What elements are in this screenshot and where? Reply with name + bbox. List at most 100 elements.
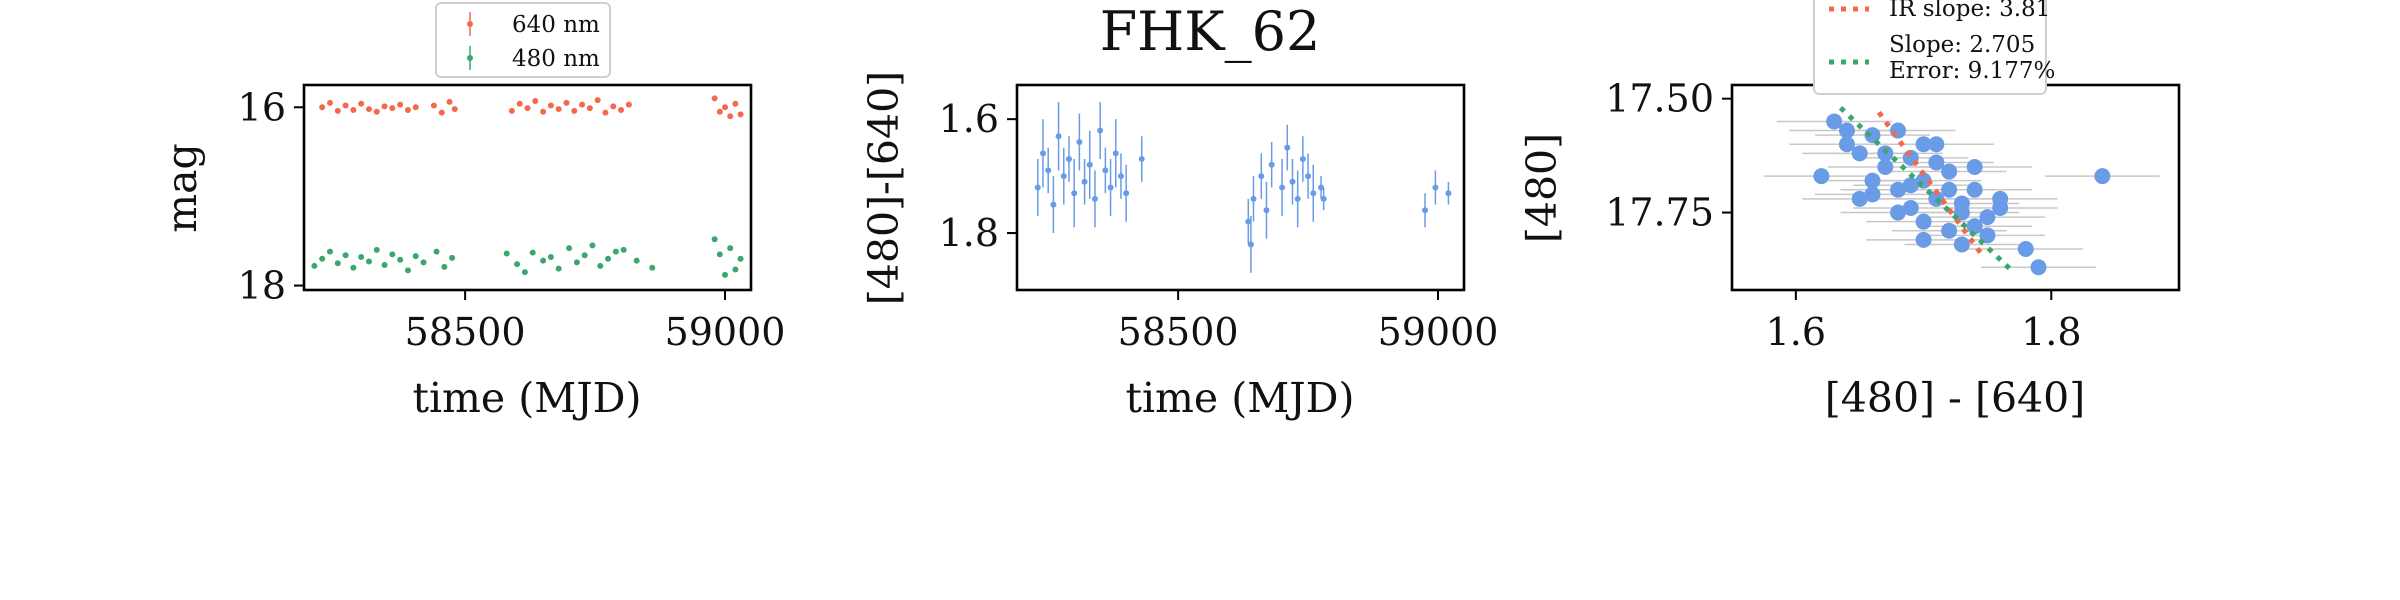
right-ytick-label: 17.75 xyxy=(1605,191,1714,235)
left-point xyxy=(618,106,625,113)
right-point xyxy=(1915,213,1932,230)
right-fit-line xyxy=(1838,105,2015,274)
left-point xyxy=(389,105,396,112)
right-point xyxy=(1941,222,1958,239)
left-point xyxy=(446,98,453,105)
middle-point xyxy=(1086,161,1093,168)
right-point xyxy=(1953,236,1970,253)
left-point xyxy=(358,254,365,261)
middle-point xyxy=(1279,184,1286,191)
legend-480-marker xyxy=(467,55,473,61)
left-point xyxy=(633,257,640,264)
left-point xyxy=(412,104,419,111)
middle-point xyxy=(1299,156,1306,163)
right-point xyxy=(1838,122,1855,139)
left-point xyxy=(326,248,333,255)
left-point xyxy=(404,106,411,113)
right-xtick-label: 1.8 xyxy=(2021,310,2081,354)
left-point xyxy=(602,109,609,116)
right-point xyxy=(1966,181,1983,198)
middle-point xyxy=(1050,201,1057,208)
right-point xyxy=(1864,186,1881,203)
left-point xyxy=(610,103,617,110)
right-point xyxy=(1915,136,1932,153)
right-legend-label-0: IR slope: 3.81 xyxy=(1889,0,2050,22)
left-point xyxy=(625,101,632,108)
left-point xyxy=(381,103,388,110)
left-point xyxy=(397,101,404,108)
left-point xyxy=(381,262,388,269)
left-point xyxy=(540,108,547,115)
middle-point xyxy=(1250,195,1257,202)
left-point xyxy=(573,259,580,266)
left-point xyxy=(571,107,578,114)
middle-point xyxy=(1247,241,1254,248)
left-point xyxy=(532,98,539,105)
middle-point xyxy=(1076,138,1083,145)
left-point xyxy=(389,251,396,258)
middle-point xyxy=(1123,190,1130,197)
left-point xyxy=(319,255,326,262)
left-point xyxy=(581,252,588,259)
right-point xyxy=(1813,168,1830,185)
right-point xyxy=(1992,190,2009,207)
right-point xyxy=(1902,200,1919,216)
left-point xyxy=(334,107,341,114)
right-ylabel: [480] xyxy=(1518,133,1566,243)
left-point xyxy=(430,102,437,109)
middle-point xyxy=(1432,184,1439,191)
left-point xyxy=(612,248,619,255)
middle-point xyxy=(1138,156,1145,163)
left-point xyxy=(420,259,427,266)
right-point xyxy=(1928,154,1945,171)
left-point xyxy=(722,271,729,278)
left-point xyxy=(579,101,586,108)
left-point xyxy=(711,95,718,102)
left-point xyxy=(433,248,440,255)
left-point xyxy=(597,262,604,269)
left-point xyxy=(737,111,744,118)
middle-xtick-label: 58500 xyxy=(1118,310,1239,354)
right-point xyxy=(1851,190,1868,207)
left-point xyxy=(727,113,734,120)
left-point xyxy=(547,254,554,261)
left-point xyxy=(555,106,562,113)
right-point xyxy=(1979,209,1996,226)
middle-point xyxy=(1263,207,1270,214)
left-xlabel: time (MJD) xyxy=(412,374,641,422)
right-point xyxy=(1877,159,1894,175)
left-point xyxy=(529,249,536,256)
left-point xyxy=(373,246,380,253)
left-point xyxy=(521,269,528,276)
left-point xyxy=(350,264,357,271)
left-point xyxy=(516,100,523,107)
right-legend-label-1a: Slope: 2.705 xyxy=(1889,32,2035,58)
left-point xyxy=(737,255,744,262)
left-point xyxy=(365,106,372,113)
middle-xlabel: time (MJD) xyxy=(1125,374,1354,422)
left-point xyxy=(732,100,739,107)
right-point xyxy=(1838,136,1855,153)
middle-point xyxy=(1081,178,1088,185)
left-point xyxy=(605,255,612,262)
left-point xyxy=(540,257,547,264)
left-xtick-label: 59000 xyxy=(665,310,786,354)
left-point xyxy=(620,246,627,253)
figure-title: FHK_62 xyxy=(1100,0,1321,63)
left-point xyxy=(547,102,554,109)
middle-point xyxy=(1294,195,1301,202)
middle-point xyxy=(1102,167,1109,174)
left-point xyxy=(326,99,333,106)
right-point xyxy=(1966,159,1983,175)
middle-point xyxy=(1034,184,1041,191)
left-point xyxy=(451,106,458,113)
left-xtick-label: 58500 xyxy=(405,310,526,354)
middle-panel-frame xyxy=(1015,83,1466,292)
left-point xyxy=(555,265,562,272)
middle-point xyxy=(1117,173,1124,180)
left-point xyxy=(373,108,380,115)
right-point xyxy=(1953,195,1970,212)
middle-point xyxy=(1045,167,1052,174)
left-point xyxy=(524,105,531,112)
